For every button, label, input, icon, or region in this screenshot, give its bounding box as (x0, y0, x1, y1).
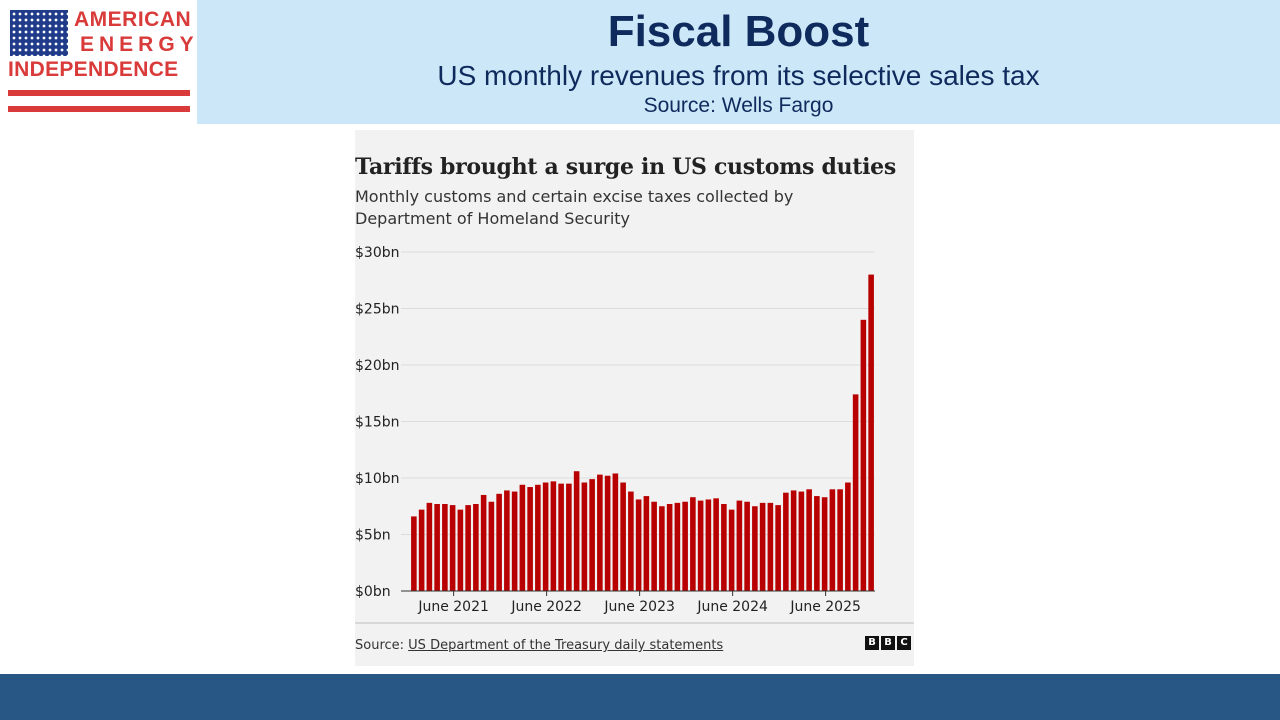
bar (628, 491, 634, 591)
bar (643, 496, 650, 591)
y-tick-label: $5bn (355, 528, 391, 544)
bar (837, 489, 843, 591)
bar (829, 489, 836, 591)
bar (806, 489, 812, 591)
bbc-letter: B (865, 636, 879, 650)
bar (411, 516, 417, 591)
bbc-letter: B (881, 636, 895, 650)
bar (666, 503, 673, 591)
bar (581, 482, 588, 591)
logo-line-3: INDEPENDENCE (8, 58, 179, 81)
bar (635, 499, 642, 591)
bar (566, 483, 572, 591)
logo-stripe (8, 90, 190, 96)
logo: AMERICAN ENERGY INDEPENDENCE (6, 6, 194, 120)
flag-icon (10, 10, 68, 56)
bar (426, 502, 433, 591)
bar-chart: $30bn $25bn $20bn $15bn $10bn $5bn $0bn June 20… (355, 245, 914, 624)
logo-line-2: ENERGY (80, 33, 199, 56)
bar (736, 500, 743, 591)
y-tick-label: $30bn (355, 245, 399, 261)
bar (852, 394, 859, 591)
bbc-letter: C (897, 636, 911, 650)
bar (573, 471, 580, 591)
y-tick-label: $25bn (355, 302, 399, 318)
bar (442, 503, 448, 591)
chart-title: Tariffs brought a surge in US customs du… (355, 154, 896, 180)
bar (418, 509, 425, 591)
bar (845, 482, 851, 591)
bar (759, 502, 766, 591)
x-tick-label: June 2021 (417, 599, 489, 615)
bar (620, 482, 626, 591)
bar (449, 505, 456, 591)
bar (519, 484, 526, 591)
bar (674, 502, 681, 591)
x-tick-label: June 2022 (510, 599, 582, 615)
bar (697, 500, 704, 591)
slide-subtitle: US monthly revenues from its selective s… (437, 60, 1040, 91)
bar (496, 493, 502, 591)
bar (783, 492, 789, 591)
x-tick-label: June 2023 (603, 599, 675, 615)
bar (597, 474, 603, 591)
chart-source: Source: US Department of the Treasury da… (355, 638, 723, 653)
source-link[interactable]: US Department of the Treasury daily stat… (408, 638, 724, 653)
bar (612, 473, 619, 591)
slide-source: Source: Wells Fargo (643, 94, 834, 117)
y-tick-label: $15bn (355, 415, 399, 431)
bar (721, 503, 727, 591)
x-tick-label: June 2025 (789, 599, 861, 615)
bar (604, 475, 611, 591)
logo-stripe (8, 106, 190, 112)
bar (790, 490, 797, 591)
bar (550, 481, 557, 591)
chart-container: Tariffs brought a surge in US customs du… (355, 130, 914, 666)
bar (860, 319, 867, 591)
bar (480, 494, 487, 591)
y-tick-label: $10bn (355, 471, 399, 487)
bar (767, 502, 774, 591)
bar (752, 506, 758, 591)
bar (434, 503, 440, 591)
bar (821, 497, 828, 591)
bar (504, 490, 510, 591)
header-band (197, 0, 1280, 124)
bar (798, 491, 805, 591)
bar (651, 501, 657, 591)
bar (744, 501, 750, 591)
logo-line-1: AMERICAN (74, 8, 192, 31)
bar (868, 274, 874, 591)
bar (473, 503, 479, 591)
bar (775, 505, 781, 591)
bbc-logo: B B C (865, 636, 911, 650)
bar (542, 482, 549, 591)
y-tick-label: $20bn (355, 358, 399, 374)
bar (690, 497, 696, 591)
bar (705, 499, 712, 591)
bar (589, 479, 595, 591)
footer-band (0, 674, 1280, 720)
bar (713, 498, 719, 591)
bar (814, 496, 820, 591)
bar (659, 506, 665, 591)
chart-panel: Tariffs brought a surge in US customs du… (345, 124, 915, 666)
source-prefix: Source: (355, 638, 409, 653)
bar (728, 509, 735, 591)
slide-title: Fiscal Boost (607, 7, 870, 56)
y-tick-label: $0bn (355, 584, 391, 600)
bar (488, 501, 495, 591)
bar (457, 509, 464, 591)
bar (558, 483, 564, 591)
bar (527, 487, 533, 591)
bar (535, 484, 541, 591)
x-tick-label: June 2024 (696, 599, 768, 615)
bar (682, 501, 688, 591)
chart-subtitle: Monthly customs and certain excise taxes… (355, 187, 794, 228)
bar (465, 505, 471, 591)
bar (511, 491, 518, 591)
